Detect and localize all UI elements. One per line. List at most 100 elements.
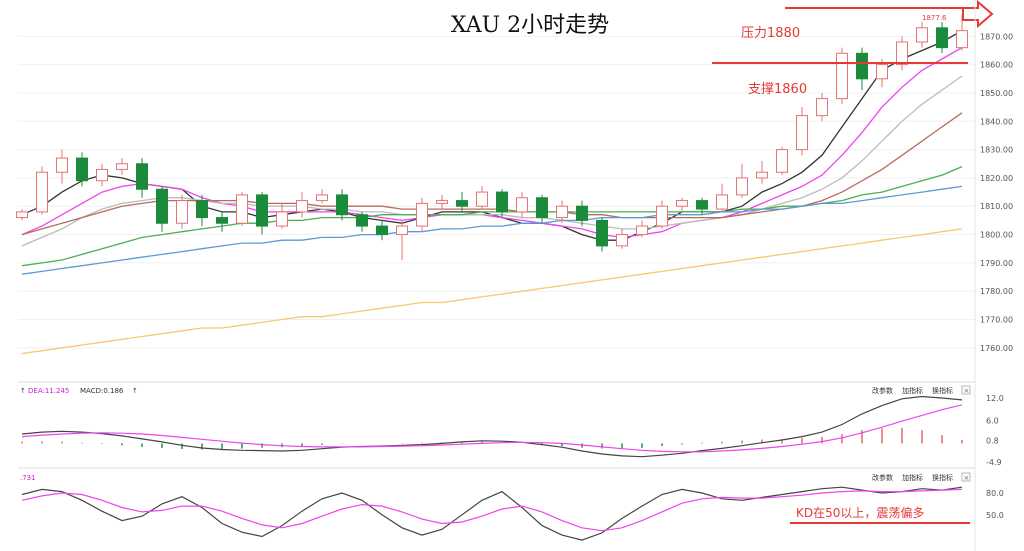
candle-body xyxy=(316,194,328,202)
candle xyxy=(816,92,828,122)
candle xyxy=(656,200,668,229)
candle xyxy=(316,189,328,204)
candle-body xyxy=(196,200,208,219)
moving-average-line-2 xyxy=(21,47,963,239)
kd-tick-label: 50.0 xyxy=(986,511,1004,520)
price-tick-label: 1830.00 xyxy=(980,146,1013,155)
macd-axis: 12.0 6.0 0.8 -4.9 xyxy=(986,394,1004,467)
macd-close-button[interactable] xyxy=(961,385,971,395)
candlesticks xyxy=(16,14,968,261)
arrow-right-icon xyxy=(962,0,994,29)
candle-body xyxy=(656,205,668,227)
moving-average-line-3 xyxy=(21,75,963,247)
candle-body xyxy=(16,211,28,219)
candle-body xyxy=(936,27,948,49)
dea-label: DEA:11.245 xyxy=(28,387,69,395)
candle-body xyxy=(376,225,388,236)
candle xyxy=(376,220,388,241)
candle xyxy=(896,36,908,71)
candle xyxy=(196,194,208,227)
candle-body xyxy=(516,197,528,213)
macd-switch-indicator-button[interactable]: 换指标 xyxy=(932,386,953,395)
candle xyxy=(596,217,608,252)
moving-average-lines xyxy=(21,30,963,355)
macd-tick-label: 6.0 xyxy=(986,417,999,426)
candle-body xyxy=(556,205,568,219)
candle xyxy=(96,163,108,187)
candle-body xyxy=(596,219,608,247)
candle-body xyxy=(816,98,828,117)
price-axis: 1870.00 1860.00 1850.00 1840.00 1830.00 1820.… xyxy=(980,32,1013,353)
macd-tick-label: 0.8 xyxy=(986,436,999,445)
macd-dif-line xyxy=(21,395,963,458)
kd-axis: 80.0 50.0 xyxy=(986,489,1004,520)
kd-d-line xyxy=(21,488,963,532)
kd-annotation: KD在50以上，震荡偏多 xyxy=(796,505,924,520)
candle-body xyxy=(436,200,448,204)
candle-body xyxy=(336,194,348,216)
candle-body xyxy=(916,27,928,43)
macd-close-icon: × xyxy=(964,387,970,395)
candle xyxy=(136,158,148,198)
candle-body xyxy=(456,200,468,207)
candle xyxy=(476,186,488,210)
price-tick-label: 1790.00 xyxy=(980,259,1013,268)
candle xyxy=(776,146,788,176)
candle-body xyxy=(476,191,488,207)
moving-average-line-7 xyxy=(21,228,963,355)
macd-add-indicator-button[interactable]: 加指标 xyxy=(902,386,923,395)
candle-body xyxy=(856,52,868,80)
price-tick-label: 1770.00 xyxy=(980,316,1013,325)
candle xyxy=(636,220,648,238)
candle xyxy=(736,163,748,198)
candle-body xyxy=(676,200,688,207)
support-label: 支撑1860 xyxy=(748,82,807,97)
price-tick-label: 1780.00 xyxy=(980,287,1013,296)
candle xyxy=(36,166,48,215)
price-tick-label: 1840.00 xyxy=(980,117,1013,126)
candle-body xyxy=(276,211,288,227)
candle xyxy=(556,200,568,224)
chart-title: XAU 2小时走势 xyxy=(451,13,609,38)
candle xyxy=(216,211,228,232)
kd-close-button[interactable] xyxy=(961,472,971,482)
candle-body xyxy=(256,194,268,227)
price-tick-label: 1800.00 xyxy=(980,231,1013,240)
price-tick-label: 1820.00 xyxy=(980,174,1013,183)
kd-indicator xyxy=(21,486,963,541)
candle xyxy=(356,211,368,232)
candle xyxy=(836,47,848,105)
candle xyxy=(176,194,188,229)
kd-add-indicator-button[interactable]: 加指标 xyxy=(902,473,923,482)
candle xyxy=(56,149,68,184)
macd-up-icon-2: ↑ xyxy=(132,387,138,395)
candle xyxy=(236,192,248,227)
candle-body xyxy=(96,168,108,182)
candle xyxy=(936,22,948,54)
candle xyxy=(276,203,288,229)
kd-tick-label: 80.0 xyxy=(986,489,1004,498)
kd-edit-params-button[interactable]: 改参数 xyxy=(872,473,893,482)
candle xyxy=(336,189,348,221)
candle xyxy=(496,189,508,218)
resistance-label: 压力1880 xyxy=(741,26,800,41)
price-tick-label: 1870.00 xyxy=(980,32,1013,41)
candle xyxy=(676,197,688,212)
kd-switch-indicator-button[interactable]: 换指标 xyxy=(932,473,953,482)
macd-indicator xyxy=(21,395,963,458)
price-tick-label: 1760.00 xyxy=(980,344,1013,353)
macd-dea-line xyxy=(21,404,963,453)
candle xyxy=(796,107,808,156)
macd-up-icon: ↑ xyxy=(20,387,26,395)
macd-edit-params-button[interactable]: 改参数 xyxy=(872,386,893,395)
candle xyxy=(296,192,308,218)
candle xyxy=(756,160,768,184)
candle xyxy=(716,183,728,212)
candle-body xyxy=(36,171,48,213)
candle-body xyxy=(296,200,308,213)
candle-body xyxy=(116,163,128,170)
candle-body xyxy=(536,197,548,219)
high-price-label: 1877.6 xyxy=(922,14,947,22)
